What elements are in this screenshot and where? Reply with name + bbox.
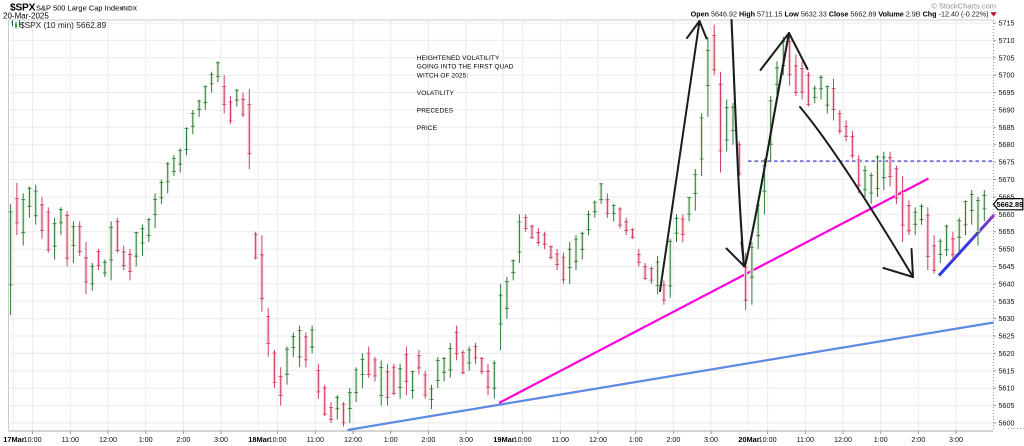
svg-text:5715: 5715 xyxy=(999,19,1015,28)
svg-text:1:00: 1:00 xyxy=(874,435,888,444)
svg-text:5600: 5600 xyxy=(999,419,1015,428)
svg-text:5665: 5665 xyxy=(999,192,1015,201)
svg-text:PRECEDES: PRECEDES xyxy=(417,107,453,114)
svg-text:20Mar: 20Mar xyxy=(738,435,759,444)
svg-text:10:00: 10:00 xyxy=(514,435,532,444)
svg-text:11:00: 11:00 xyxy=(62,435,79,444)
svg-text:2:00: 2:00 xyxy=(176,435,190,444)
svg-text:2:00: 2:00 xyxy=(421,435,435,444)
svg-text:5605: 5605 xyxy=(999,401,1015,410)
svg-text:5650: 5650 xyxy=(999,245,1015,254)
svg-text:12:00: 12:00 xyxy=(344,435,362,444)
svg-text:5615: 5615 xyxy=(999,366,1015,375)
svg-text:20-Mar-2025: 20-Mar-2025 xyxy=(3,11,49,20)
svg-text:5660: 5660 xyxy=(999,210,1015,219)
svg-text:19Mar: 19Mar xyxy=(493,435,514,444)
svg-text:5675: 5675 xyxy=(999,158,1015,167)
svg-text:1:00: 1:00 xyxy=(139,435,153,444)
svg-text:5710: 5710 xyxy=(999,36,1015,45)
svg-text:PRICE: PRICE xyxy=(417,125,437,132)
svg-text:5645: 5645 xyxy=(999,262,1015,271)
svg-text:5662.89: 5662.89 xyxy=(997,200,1024,209)
svg-text:5635: 5635 xyxy=(999,297,1015,306)
svg-text:5655: 5655 xyxy=(999,227,1015,236)
svg-text:3:00: 3:00 xyxy=(704,435,718,444)
svg-text:12:00: 12:00 xyxy=(99,435,117,444)
svg-text:11:00: 11:00 xyxy=(797,435,814,444)
svg-text:5640: 5640 xyxy=(999,279,1015,288)
svg-text:10:00: 10:00 xyxy=(269,435,287,444)
svg-text:2:00: 2:00 xyxy=(911,435,925,444)
svg-text:5620: 5620 xyxy=(999,349,1015,358)
svg-text:10:00: 10:00 xyxy=(759,435,777,444)
svg-text:1:00: 1:00 xyxy=(629,435,643,444)
svg-text:WITCH OF 2025:: WITCH OF 2025: xyxy=(417,72,469,79)
svg-text:$SPX (10 min) 5662.89: $SPX (10 min) 5662.89 xyxy=(20,20,107,30)
svg-text:5670: 5670 xyxy=(999,175,1015,184)
svg-text:17Mar: 17Mar xyxy=(3,435,24,444)
svg-text:Open 5646.92 High 5711.15 Lo: Open 5646.92 High 5711.15 Low 5632.33 Cl… xyxy=(691,10,989,19)
svg-text:GOING INTO THE FIRST QUAD: GOING INTO THE FIRST QUAD xyxy=(417,64,514,71)
svg-text:5625: 5625 xyxy=(999,332,1015,341)
svg-text:2:00: 2:00 xyxy=(666,435,680,444)
svg-text:3:00: 3:00 xyxy=(214,435,228,444)
svg-text:$SPX: $SPX xyxy=(10,3,36,14)
svg-text:5610: 5610 xyxy=(999,384,1015,393)
svg-text:11:00: 11:00 xyxy=(307,435,324,444)
svg-text:INDX: INDX xyxy=(122,6,138,13)
svg-text:10:00: 10:00 xyxy=(24,435,42,444)
svg-text:5680: 5680 xyxy=(999,140,1015,149)
svg-text:12:00: 12:00 xyxy=(834,435,852,444)
svg-text:5695: 5695 xyxy=(999,88,1015,97)
svg-text:1:00: 1:00 xyxy=(384,435,398,444)
svg-text:5630: 5630 xyxy=(999,314,1015,323)
svg-text:18Mar: 18Mar xyxy=(248,435,269,444)
svg-text:5690: 5690 xyxy=(999,106,1015,115)
svg-text:HEIGHTENED VOLATILITY: HEIGHTENED VOLATILITY xyxy=(417,55,500,62)
svg-text:11:00: 11:00 xyxy=(552,435,569,444)
svg-text:5685: 5685 xyxy=(999,123,1015,132)
svg-text:© StockCharts.com: © StockCharts.com xyxy=(931,1,996,10)
svg-text:5700: 5700 xyxy=(999,71,1015,80)
svg-text:S&P 500 Large Cap Index: S&P 500 Large Cap Index xyxy=(36,4,123,13)
svg-text:3:00: 3:00 xyxy=(949,435,963,444)
svg-text:12:00: 12:00 xyxy=(589,435,607,444)
svg-text:5705: 5705 xyxy=(999,53,1015,62)
svg-text:3:00: 3:00 xyxy=(459,435,473,444)
svg-text:VOLATILITY: VOLATILITY xyxy=(417,90,455,97)
